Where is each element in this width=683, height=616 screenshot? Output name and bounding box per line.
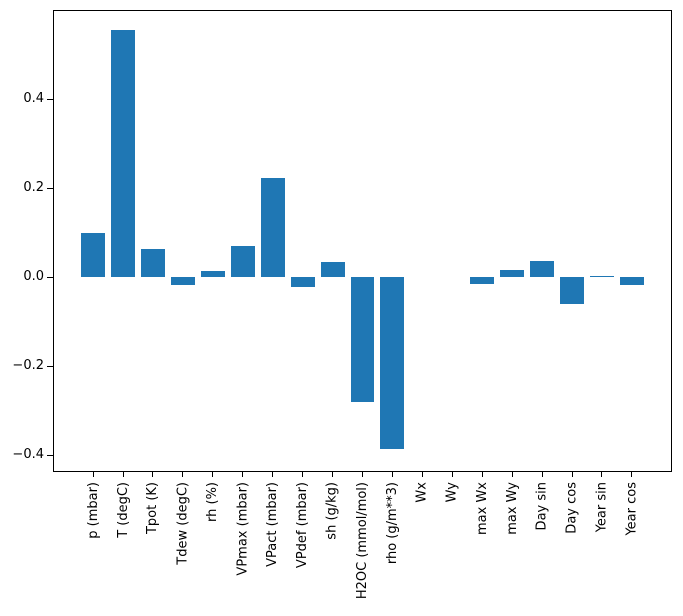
x-axis-tick — [391, 472, 393, 477]
x-axis-tick-label: rh (%) — [205, 482, 221, 522]
x-axis-tick-label: sh (g/kg) — [325, 482, 341, 540]
y-axis-tick-label: −0.4 — [12, 447, 44, 463]
x-axis-tick — [212, 472, 214, 477]
x-axis-tick — [601, 472, 603, 477]
x-axis-tick — [122, 472, 124, 477]
x-axis-tick-label: Year cos — [624, 482, 640, 536]
bar — [200, 271, 225, 278]
x-axis-tick — [541, 472, 543, 477]
y-axis-tick-label: −0.2 — [12, 358, 44, 374]
x-axis-tick — [332, 472, 334, 477]
x-axis-tick-label: VPdef (mbar) — [295, 482, 311, 569]
x-axis-tick — [92, 472, 94, 477]
bar — [530, 261, 555, 278]
x-axis-tick — [362, 472, 363, 477]
x-axis-tick-label: H2OC (mmol/mol) — [355, 482, 370, 600]
x-axis-tick-label: T (degC) — [115, 482, 131, 538]
bar — [470, 277, 495, 285]
bar — [170, 277, 195, 286]
x-axis-tick-label: Wy — [444, 482, 460, 503]
x-axis-tick — [272, 472, 274, 477]
bar — [81, 233, 106, 278]
x-axis-tick-label: Year sin — [594, 482, 610, 533]
x-axis-tick — [511, 472, 513, 477]
y-axis-tick — [47, 98, 53, 100]
x-axis-tick-label: rho (g/m**3) — [384, 482, 400, 565]
bar — [619, 277, 644, 286]
x-axis-tick — [451, 472, 453, 477]
bar — [320, 262, 345, 278]
x-axis-tick — [481, 472, 483, 477]
x-axis-tick-label: Tdew (degC) — [175, 482, 191, 565]
x-axis-tick — [302, 472, 304, 477]
bar — [589, 275, 614, 278]
x-axis-tick — [242, 472, 244, 477]
y-axis-tick — [47, 365, 53, 367]
plot-area — [53, 10, 672, 472]
x-axis-tick-label: max Wx — [474, 482, 490, 536]
bar — [290, 277, 315, 287]
y-axis-tick — [47, 276, 53, 278]
x-axis-tick — [631, 472, 633, 477]
x-axis-tick — [571, 472, 573, 477]
bar — [141, 249, 165, 278]
x-axis-tick-label: Day cos — [564, 482, 580, 534]
x-axis-tick — [152, 472, 154, 477]
x-axis-tick-label: Wx — [414, 482, 430, 503]
y-axis-tick — [47, 187, 53, 189]
bar — [560, 277, 584, 305]
bar — [111, 30, 135, 278]
x-axis-tick-label: max Wy — [504, 482, 520, 535]
x-axis-tick — [182, 472, 184, 477]
bar — [380, 277, 405, 450]
x-axis-tick-label: VPact (mbar) — [265, 482, 281, 567]
x-axis-tick-label: p (mbar) — [85, 482, 101, 539]
x-axis-tick — [421, 472, 423, 477]
y-axis-tick-label: 0.4 — [23, 91, 44, 107]
y-axis-tick-label: 0.0 — [23, 269, 44, 285]
y-axis-tick-label: 0.2 — [23, 180, 44, 196]
bar — [260, 178, 285, 278]
bar — [350, 277, 375, 402]
bar — [230, 246, 255, 278]
x-axis-tick-label: VPmax (mbar) — [235, 482, 251, 576]
x-axis-tick-label: Tpot (K) — [145, 482, 161, 535]
bar — [500, 269, 525, 278]
x-axis-tick-label: Day sin — [534, 482, 550, 531]
y-axis-tick — [47, 454, 53, 456]
